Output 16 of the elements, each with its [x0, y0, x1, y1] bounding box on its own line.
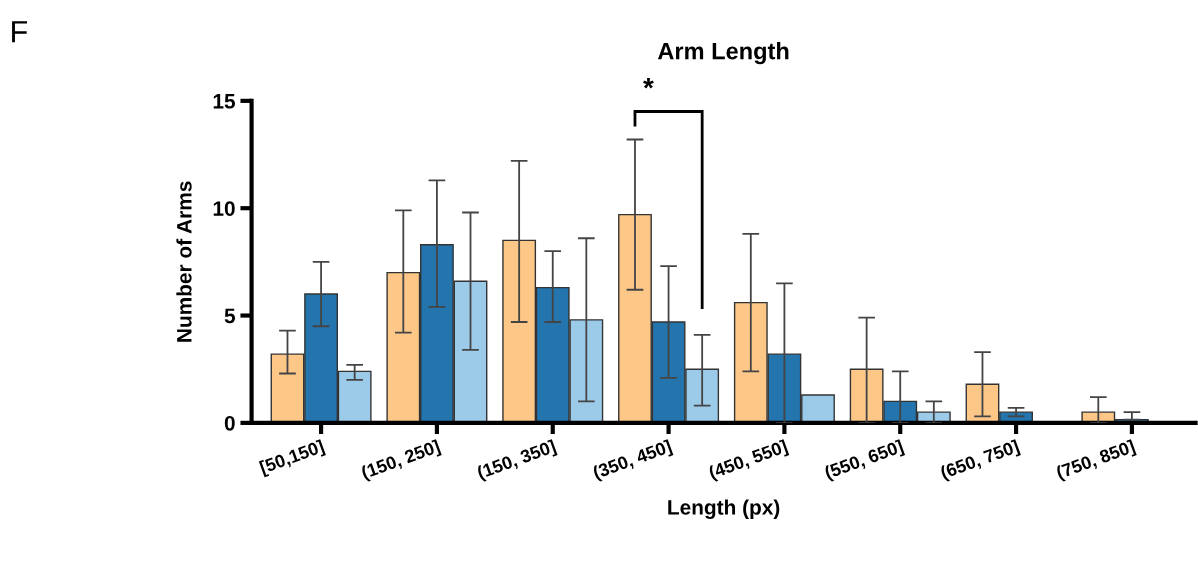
x-tick-label: (450, 550]	[707, 439, 790, 483]
text: *	[643, 78, 654, 89]
x-tick-label: (150, 250]	[360, 439, 442, 483]
chart-title: Arm Length	[657, 42, 789, 65]
y-tick-label: 0	[224, 415, 235, 431]
x-tick-label: (350, 450]	[592, 439, 674, 483]
x-tick-label: (650, 750]	[939, 439, 1021, 483]
y-axis-title: Number of Arms	[176, 181, 192, 342]
x-tick-label: (550, 650]	[823, 439, 906, 483]
x-axis-title: Length (px)	[668, 499, 780, 519]
text: F	[12, 21, 28, 43]
y-tick-label: 15	[213, 94, 236, 109]
x-tick-label: (150, 350]	[476, 439, 558, 483]
y-tick-label: 10	[213, 201, 235, 216]
y-tick-label: 5	[224, 308, 236, 324]
x-tick-label: (750, 850]	[1055, 439, 1137, 483]
